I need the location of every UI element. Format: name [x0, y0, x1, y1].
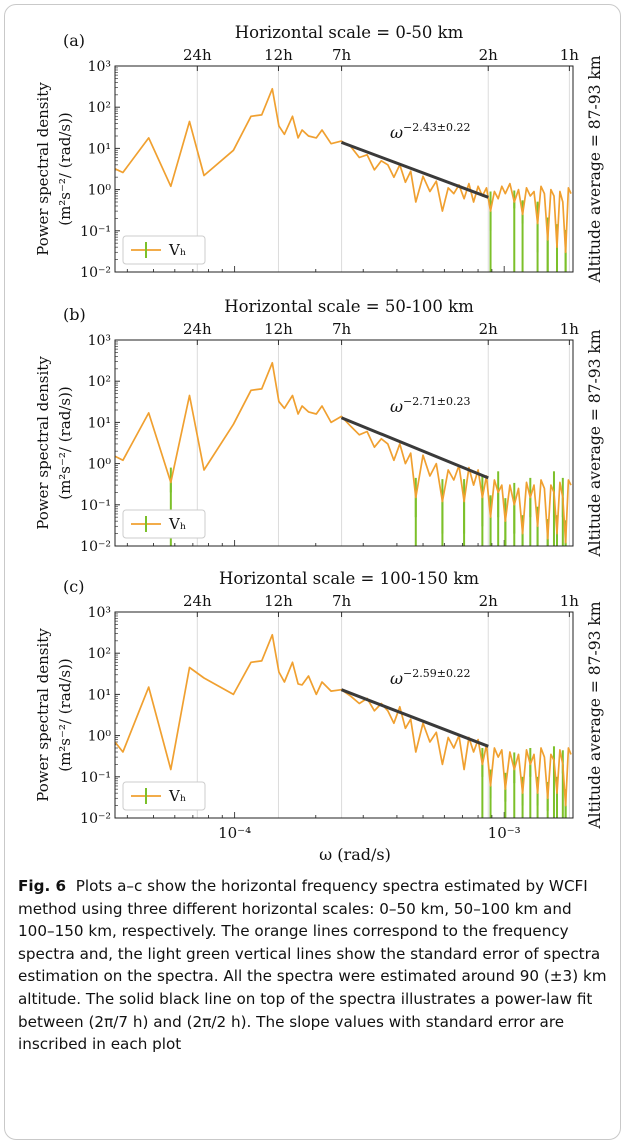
panel-letter: (a) [63, 31, 85, 50]
caption-label: Fig. 6 [18, 877, 66, 895]
legend-label: Vₕ [168, 241, 186, 259]
x-axis-label: ω (rad/s) [319, 845, 391, 864]
y-tick-label: 10² [88, 646, 111, 662]
y-tick-label: 10² [88, 100, 111, 116]
right-axis-label: Altitude average = 87-93 km [586, 329, 604, 557]
fit-label: ω−2.43±0.22 [390, 121, 470, 142]
panel-title: Horizontal scale = 100-150 km [219, 569, 479, 588]
spectra-figure: 24h 12h 7h 2h 1h 10³ 10² 10¹ 10⁰ 10⁻¹ 10⁻² ω−2.43±0… [0, 0, 627, 870]
legend-label: Vₕ [168, 787, 186, 805]
top-tick-label: 7h [332, 320, 352, 338]
spectrum-line [115, 635, 571, 806]
right-axis-label: Altitude average = 87-93 km [586, 601, 604, 829]
power-law-fit-line [341, 690, 488, 747]
y-tick-label: 10⁻² [80, 265, 111, 281]
top-tick-label: 24h [183, 46, 212, 64]
top-tick-label: 2h [479, 320, 499, 338]
y-tick-label: 10³ [88, 605, 111, 621]
figure-caption: Fig. 6 Plots a–c show the horizontal fre… [18, 875, 612, 1056]
y-tick-label: 10⁻² [80, 539, 111, 555]
top-tick-label: 24h [183, 592, 212, 610]
y-tick-label: 10³ [88, 59, 111, 75]
panel-letter: (b) [63, 305, 86, 324]
panel-0: 24h 12h 7h 2h 1h 10³ 10² 10¹ 10⁰ 10⁻¹ 10⁻² ω−2.43±0… [34, 23, 604, 284]
ylabel-line2: (m²s⁻²/ (rad/s)) [56, 112, 74, 226]
y-tick-label: 10¹ [88, 415, 111, 431]
power-law-fit-line [341, 418, 488, 478]
top-tick-label: 1h [560, 320, 580, 338]
y-tick-label: 10⁻¹ [80, 770, 111, 786]
y-tick-label: 10⁰ [88, 183, 112, 199]
y-tick-label: 10¹ [88, 687, 111, 703]
panel-1: 24h 12h 7h 2h 1h 10³ 10² 10¹ 10⁰ 10⁻¹ 10⁻² ω−2.71±0… [34, 297, 604, 558]
panel-2: 24h 12h 7h 2h 1h 10³ 10² 10¹ 10⁰ 10⁻¹ 10⁻² 10⁻⁴ 10⁻³… [34, 569, 604, 842]
y-tick-label: 10⁻¹ [80, 498, 111, 514]
y-tick-label: 10¹ [88, 141, 111, 157]
fit-label: ω−2.59±0.22 [390, 667, 470, 688]
x-tick-label: 10⁻⁴ [218, 824, 251, 842]
top-tick-label: 7h [332, 592, 352, 610]
right-axis-label: Altitude average = 87-93 km [586, 55, 604, 283]
ylabel-line1: Power spectral density [34, 82, 52, 256]
y-tick-label: 10² [88, 374, 111, 390]
y-tick-label: 10⁻² [80, 811, 111, 827]
y-tick-label: 10⁻¹ [80, 224, 111, 240]
y-tick-label: 10⁰ [88, 457, 112, 473]
fit-label: ω−2.71±0.23 [390, 395, 470, 416]
top-tick-label: 24h [183, 320, 212, 338]
y-tick-label: 10³ [88, 333, 111, 349]
top-tick-label: 12h [264, 592, 293, 610]
top-tick-label: 12h [264, 320, 293, 338]
spectrum-line [115, 89, 571, 253]
ylabel-line1: Power spectral density [34, 628, 52, 802]
y-tick-label: 10⁰ [88, 729, 112, 745]
top-tick-label: 1h [560, 592, 580, 610]
top-tick-label: 12h [264, 46, 293, 64]
panel-letter: (c) [63, 577, 84, 596]
power-law-fit-line [341, 142, 488, 197]
ylabel-line1: Power spectral density [34, 356, 52, 530]
ylabel-line2: (m²s⁻²/ (rad/s)) [56, 658, 74, 772]
panel-title: Horizontal scale = 0-50 km [235, 23, 464, 42]
top-tick-label: 1h [560, 46, 580, 64]
caption-text: Plots a–c show the horizontal frequency … [18, 877, 607, 1053]
panel-title: Horizontal scale = 50-100 km [224, 297, 474, 316]
top-tick-label: 7h [332, 46, 352, 64]
top-tick-label: 2h [479, 46, 499, 64]
ylabel-line2: (m²s⁻²/ (rad/s)) [56, 386, 74, 500]
top-tick-label: 2h [479, 592, 499, 610]
legend-label: Vₕ [168, 515, 186, 533]
x-tick-label: 10⁻³ [488, 824, 521, 842]
